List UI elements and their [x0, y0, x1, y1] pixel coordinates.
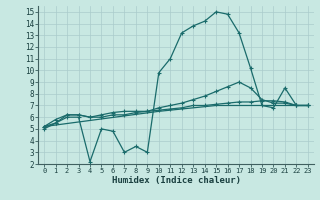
- X-axis label: Humidex (Indice chaleur): Humidex (Indice chaleur): [111, 176, 241, 185]
